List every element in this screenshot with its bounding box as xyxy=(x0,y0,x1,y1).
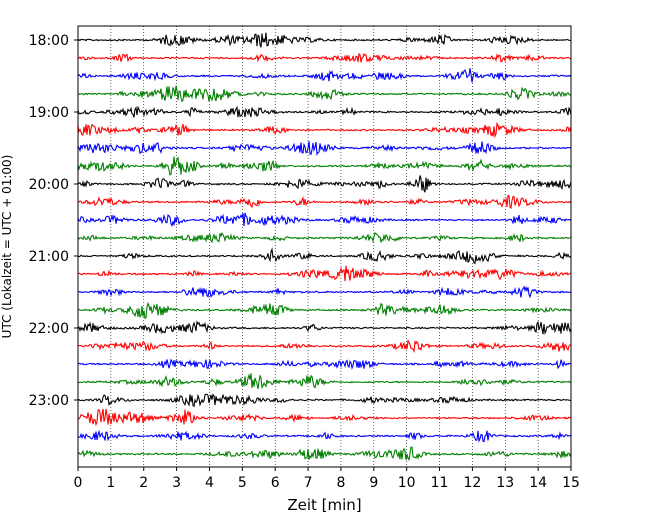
x-tick-label: 11 xyxy=(431,475,449,491)
x-tick-label: 7 xyxy=(304,475,313,491)
trace-line xyxy=(77,285,572,299)
y-tick-label: 18:00 xyxy=(29,33,69,49)
x-tick-label: 9 xyxy=(369,475,378,491)
x-tick-label: 8 xyxy=(336,475,345,491)
x-tick-label: 3 xyxy=(172,475,181,491)
y-axis-label: UTC (Lokalzeit = UTC + 01:00) xyxy=(0,155,14,339)
x-tick-label: 14 xyxy=(529,475,547,491)
x-axis-ticks: 0 1 2 3 4 5 6 7 8 9 10 11 12 13 14 15 xyxy=(74,467,580,491)
x-tick-label: 15 xyxy=(562,475,580,491)
trace-line xyxy=(77,141,572,156)
plot-frame xyxy=(77,25,572,468)
x-tick-label: 10 xyxy=(398,475,416,491)
trace-line xyxy=(77,265,572,282)
x-tick-label: 6 xyxy=(271,475,280,491)
y-tick-label: 22:00 xyxy=(29,321,69,337)
x-tick-label: 0 xyxy=(74,475,83,491)
y-tick-label: 23:00 xyxy=(29,393,69,409)
trace-line xyxy=(77,358,572,371)
x-tick-label: 5 xyxy=(238,475,247,491)
trace-line xyxy=(77,212,572,227)
trace-line xyxy=(77,393,572,408)
y-tick-label: 20:00 xyxy=(29,177,69,193)
trace-line xyxy=(77,85,572,103)
seismic-traces xyxy=(77,32,572,462)
trace-line xyxy=(77,408,572,427)
x-tick-label: 4 xyxy=(205,475,214,491)
x-tick-label: 12 xyxy=(463,475,481,491)
x-tick-label: 13 xyxy=(496,475,514,491)
trace-line xyxy=(77,52,572,63)
trace-line xyxy=(77,105,572,118)
x-tick-label: 1 xyxy=(106,475,115,491)
trace-line xyxy=(77,320,572,335)
x-tick-label: 2 xyxy=(139,475,148,491)
y-tick-label: 21:00 xyxy=(29,249,69,265)
trace-line xyxy=(77,231,572,244)
trace-line xyxy=(77,156,572,176)
trace-line xyxy=(77,32,572,48)
trace-line xyxy=(77,247,572,265)
trace-line xyxy=(77,446,572,462)
y-tick-label: 19:00 xyxy=(29,105,69,121)
x-axis-label: Zeit [min] xyxy=(287,496,361,514)
y-axis-ticks: 18:00 19:00 20:00 21:00 22:00 23:00 xyxy=(29,33,78,409)
trace-line xyxy=(77,373,572,390)
trace-line xyxy=(77,339,572,354)
trace-line xyxy=(77,429,572,443)
trace-line xyxy=(77,121,572,139)
trace-line xyxy=(77,175,572,193)
trace-line xyxy=(77,68,572,83)
trace-line xyxy=(77,301,572,320)
trace-line xyxy=(77,194,572,210)
